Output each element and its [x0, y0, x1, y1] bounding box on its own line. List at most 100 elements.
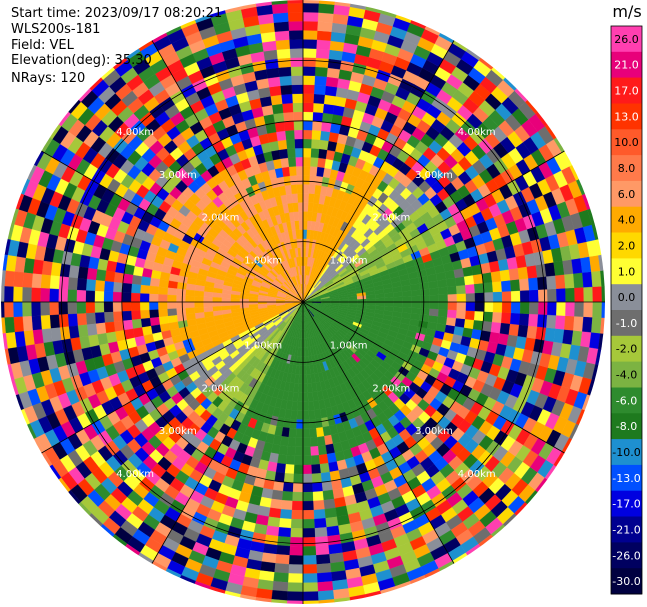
range-gate	[582, 271, 593, 288]
range-gate	[483, 311, 494, 323]
range-gate	[291, 93, 304, 104]
range-gate	[328, 543, 343, 555]
range-gate	[302, 0, 320, 4]
range-gate	[286, 148, 296, 158]
range-gate	[375, 301, 385, 307]
range-gate	[278, 66, 292, 77]
range-gate	[286, 600, 304, 604]
range-gate	[314, 184, 322, 195]
range-ring-label: 1.00km	[244, 255, 282, 266]
range-gate	[311, 464, 322, 475]
range-gate	[556, 288, 566, 303]
range-gate	[121, 292, 132, 303]
range-gate	[278, 148, 288, 159]
range-gate	[85, 290, 96, 303]
range-gate	[508, 267, 520, 281]
range-gate	[277, 57, 291, 68]
range-gate	[419, 314, 430, 322]
range-gate	[263, 543, 278, 555]
colorbar-tick-label: -13.0	[612, 472, 640, 485]
range-gate	[366, 301, 376, 306]
range-gate	[499, 322, 511, 335]
range-gate	[323, 94, 336, 106]
range-gate	[302, 11, 319, 22]
range-gate	[268, 507, 282, 519]
range-gate	[273, 21, 289, 32]
range-gate	[302, 229, 307, 239]
range-gate	[317, 581, 334, 592]
range-gate	[302, 129, 313, 140]
range-gate	[270, 599, 288, 604]
range-gate	[316, 30, 332, 41]
range-gate	[149, 277, 160, 287]
range-gate	[302, 147, 312, 158]
range-gate	[274, 471, 286, 483]
range-gate	[40, 315, 51, 330]
range-gate	[264, 534, 279, 546]
range-gate	[158, 286, 168, 296]
range-gate	[312, 111, 324, 122]
range-gate	[318, 599, 336, 604]
range-gate	[275, 130, 287, 142]
range-gate	[289, 555, 304, 565]
range-gate	[299, 356, 304, 366]
range-gate	[302, 446, 312, 457]
range-gate	[203, 301, 213, 308]
range-gate	[50, 327, 62, 342]
range-gate	[76, 278, 87, 291]
range-gate	[456, 284, 467, 295]
range-gate	[392, 306, 403, 313]
range-gate	[230, 298, 240, 303]
range-gate	[50, 262, 62, 277]
range-gate	[302, 600, 320, 604]
range-gate	[320, 121, 332, 133]
range-gate	[248, 299, 258, 303]
range-gate	[185, 295, 195, 303]
range-gate	[302, 564, 318, 574]
range-gate	[302, 555, 317, 565]
range-gate	[309, 166, 318, 177]
range-gate	[296, 419, 304, 429]
range-gate	[462, 327, 474, 338]
range-ring-label: 4.00km	[116, 127, 154, 138]
range-gate	[77, 324, 89, 338]
range-ring-label: 1.00km	[330, 255, 368, 266]
range-gate	[472, 319, 484, 331]
range-gate	[411, 295, 421, 303]
range-gate	[121, 301, 132, 312]
range-gate	[287, 157, 297, 167]
range-gate	[67, 301, 77, 315]
range-gate	[302, 428, 311, 439]
range-gate	[564, 273, 575, 289]
range-gate	[393, 301, 403, 308]
range-gate	[592, 301, 603, 318]
range-gate	[384, 297, 394, 303]
range-gate	[302, 193, 309, 203]
range-gate	[547, 288, 557, 303]
range-gate	[157, 294, 168, 303]
range-gate	[167, 287, 178, 296]
range-gate	[302, 66, 316, 76]
range-gate	[302, 111, 314, 122]
range-gate	[3, 301, 14, 318]
range-gate	[291, 400, 298, 411]
range-gate	[574, 287, 585, 303]
range-gate	[296, 410, 304, 420]
colorbar-tick-label: 4.0	[618, 214, 636, 227]
range-gate	[438, 308, 448, 318]
range-gate	[284, 129, 295, 140]
range-gate	[600, 317, 605, 335]
range-gate	[326, 525, 340, 537]
range-gate	[139, 293, 150, 303]
range-gate	[203, 291, 214, 298]
range-gate	[131, 274, 143, 286]
range-gate	[447, 301, 458, 311]
range-gate	[309, 427, 318, 438]
range-gate	[185, 301, 195, 309]
range-gate	[103, 281, 114, 293]
range-gate	[318, 139, 329, 151]
range-gate	[591, 317, 602, 334]
range-gate	[272, 12, 289, 23]
range-gate	[302, 537, 316, 547]
range-gate	[297, 401, 304, 411]
